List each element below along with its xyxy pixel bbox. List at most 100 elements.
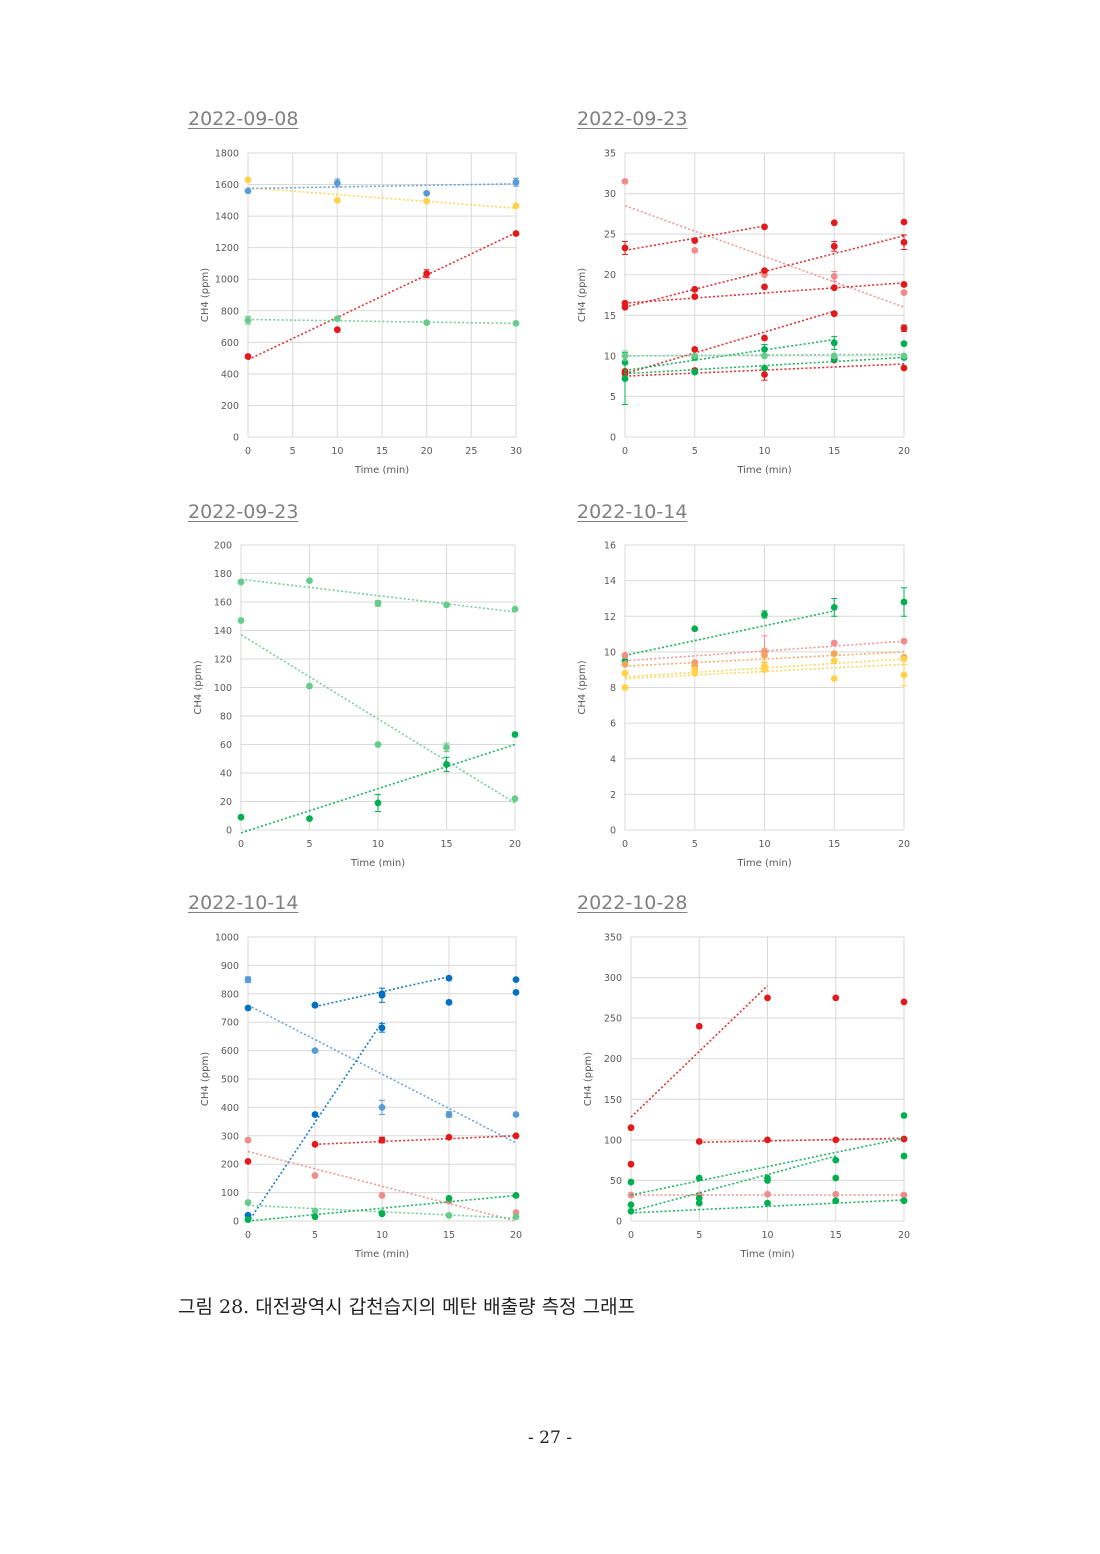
series-6 [627, 1197, 908, 1215]
y-tick-label: 10 [604, 647, 616, 658]
data-point [512, 1213, 520, 1221]
chart-title: 2022-09-23 [577, 108, 688, 130]
y-tick-label: 1000 [215, 275, 239, 286]
x-tick-label: 10 [761, 1230, 773, 1241]
y-tick-label: 40 [220, 769, 232, 780]
data-point [512, 988, 520, 996]
y-axis-label: CH4 (ppm) [200, 268, 211, 322]
data-point [830, 339, 838, 347]
y-tick-label: 140 [214, 626, 232, 637]
data-point [443, 601, 450, 609]
y-tick-label: 200 [604, 1054, 622, 1065]
data-point [691, 246, 699, 254]
trend-line [314, 1135, 517, 1146]
data-point [311, 1207, 319, 1215]
y-tick-label: 8 [610, 683, 616, 694]
data-point [512, 1111, 520, 1118]
data-point [512, 1192, 520, 1199]
data-point [832, 1197, 840, 1205]
data-point [511, 731, 519, 738]
data-point [830, 352, 838, 360]
x-tick-label: 5 [692, 839, 698, 850]
data-point [900, 364, 908, 372]
x-tick-label: 10 [372, 839, 384, 850]
series-5 [627, 1112, 908, 1213]
trend-line [240, 634, 516, 804]
chart-panel-2: 0 5 10 15 20 25 30 35 0 5 10 15 20 Time (min) CH4 (ppm… [577, 149, 910, 477]
x-tick-label: 20 [898, 839, 910, 850]
data-point [627, 1160, 635, 1168]
x-tick-label: 5 [696, 1230, 702, 1241]
chart-title: 2022-09-08 [188, 108, 299, 130]
data-point [378, 1104, 386, 1111]
series-1 [237, 577, 519, 613]
x-tick-label: 10 [758, 446, 770, 457]
data-point [691, 237, 699, 245]
data-point [378, 1192, 386, 1199]
y-tick-label: 900 [221, 961, 239, 972]
data-point [761, 345, 768, 353]
data-point [900, 324, 908, 332]
series-10 [621, 350, 908, 362]
data-point [244, 1216, 252, 1223]
series-1 [244, 176, 520, 210]
x-tick-label: 20 [898, 1230, 910, 1241]
data-point [333, 326, 341, 334]
series-3 [621, 234, 908, 308]
data-point [900, 1152, 908, 1160]
data-point [900, 998, 908, 1006]
data-point [244, 1157, 252, 1165]
trend-line [247, 1194, 517, 1222]
data-point [374, 741, 382, 748]
y-tick-label: 200 [221, 401, 239, 412]
y-tick-label: 4 [610, 754, 616, 765]
data-point [333, 315, 341, 323]
data-point [512, 1132, 520, 1140]
x-tick-label: 20 [421, 446, 433, 457]
data-point [237, 578, 245, 586]
data-point [621, 178, 629, 185]
series-8 [621, 335, 908, 406]
x-tick-label: 15 [376, 446, 388, 457]
x-tick-label: 5 [692, 446, 698, 457]
y-tick-label: 400 [221, 1103, 239, 1114]
y-tick-label: 250 [604, 1014, 622, 1025]
data-point [900, 238, 908, 246]
data-point [761, 364, 768, 372]
y-tick-label: 1800 [215, 149, 239, 160]
x-tick-label: 15 [828, 839, 840, 850]
data-point [621, 303, 629, 311]
y-tick-label: 0 [226, 826, 232, 837]
y-tick-label: 0 [233, 1217, 239, 1228]
series-6 [621, 310, 908, 375]
data-point [423, 197, 431, 205]
trend-line [624, 225, 765, 252]
data-point [830, 650, 838, 658]
data-point [445, 1194, 453, 1202]
data-point [830, 675, 838, 682]
chart-title: 2022-10-14 [577, 501, 688, 523]
data-point [830, 272, 838, 280]
data-point [511, 795, 519, 803]
data-point [443, 743, 450, 751]
data-point [445, 1133, 453, 1141]
data-point [695, 1138, 703, 1145]
trend-line [624, 610, 835, 657]
y-tick-label: 800 [221, 306, 239, 317]
data-point [764, 1136, 771, 1144]
data-point [832, 1174, 840, 1182]
chart-title: 2022-09-23 [188, 501, 299, 523]
data-point [761, 371, 768, 378]
data-point [621, 669, 629, 677]
data-point [378, 990, 386, 998]
y-axis-label: CH4 (ppm) [577, 660, 588, 714]
data-point [830, 219, 838, 227]
data-point [695, 1174, 703, 1182]
data-point [900, 598, 908, 606]
y-tick-label: 0 [610, 826, 616, 837]
data-point [244, 187, 252, 195]
data-point [445, 998, 453, 1006]
data-point [900, 281, 908, 288]
y-tick-label: 100 [221, 1188, 239, 1199]
chart-panel-6: 0 50 100 150 200 250 300 350 0 5 10 15 20 Time (min) C… [583, 933, 910, 1261]
